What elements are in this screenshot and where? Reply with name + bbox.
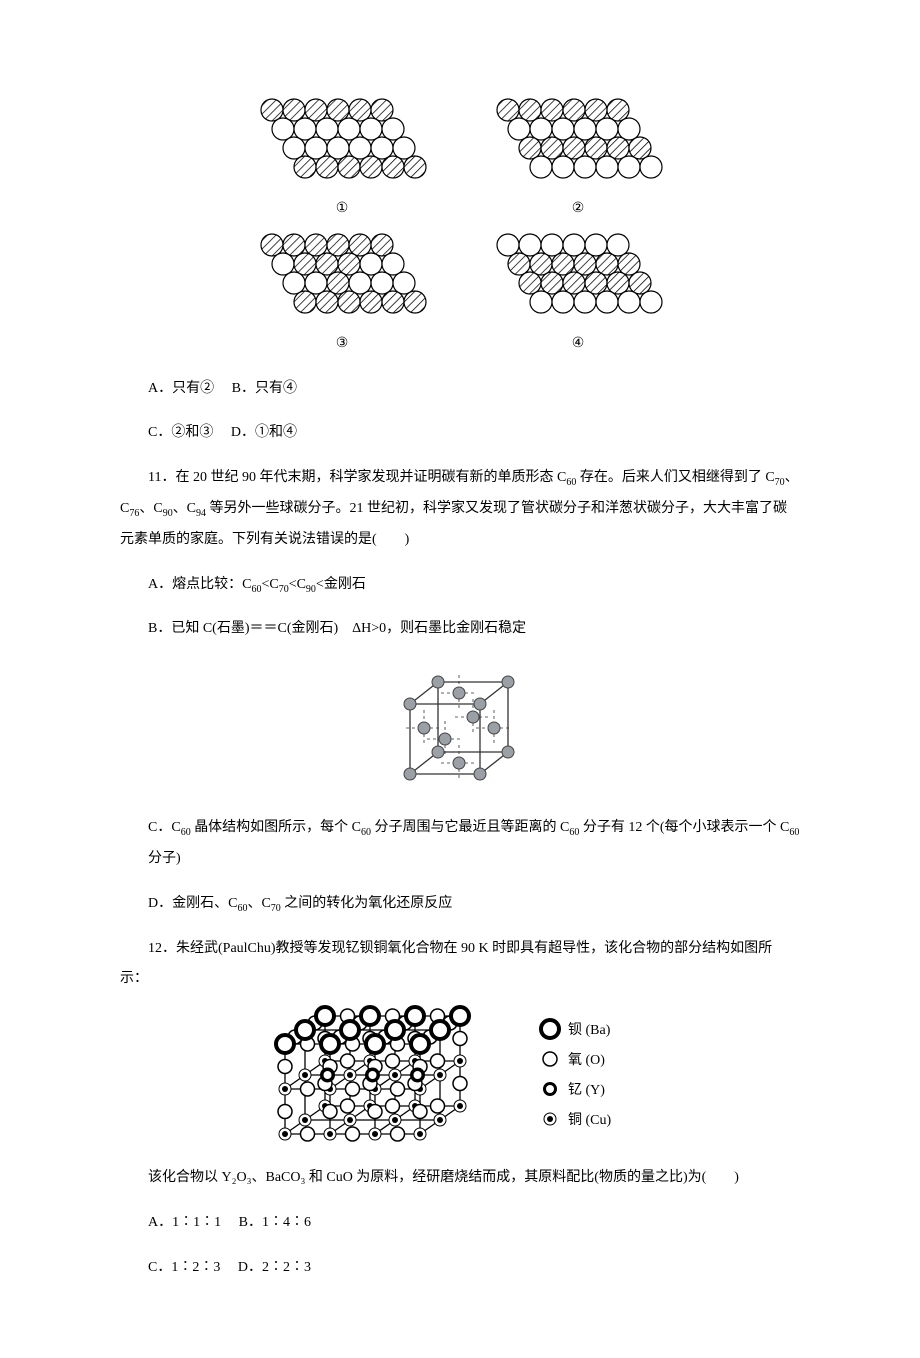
sub76: 76	[129, 508, 139, 519]
q11A1: A．熔点比较：C	[148, 577, 251, 592]
q10-fig-4: ④	[490, 231, 666, 360]
q10-fig-1: ①	[254, 96, 430, 225]
q11C4: 分子有 12 个(每个小球表示一个 C	[579, 820, 789, 835]
q11C1: C．C	[148, 820, 181, 835]
q11D2: 、C	[247, 896, 270, 911]
q10-opt-B: B．只有④	[232, 381, 297, 396]
q11-opt-C: C．C60 晶体结构如图所示，每个 C60 分子周围与它最近且等距离的 C60 …	[148, 813, 800, 875]
q10-opt-D: D．①和④	[231, 425, 297, 440]
s8: 60	[237, 903, 247, 914]
sub70a: 70	[775, 477, 785, 488]
q11D1: D．金刚石、C	[148, 896, 237, 911]
s7: 60	[789, 827, 799, 838]
q12-opt-C: C．1∶2∶3	[148, 1260, 220, 1275]
s2: 70	[279, 583, 289, 594]
q10-figure-block: ① ② ③ ④	[120, 96, 800, 360]
svg-text:钡 (Ba): 钡 (Ba)	[568, 1022, 611, 1038]
q10-opt-line1: A．只有② B．只有④	[148, 374, 800, 405]
s6: 60	[569, 827, 579, 838]
q12-opt-D: D．2∶2∶3	[238, 1260, 311, 1275]
q11-t5: 、C	[173, 501, 196, 516]
q12-opt-A: A．1∶1∶1	[148, 1215, 221, 1230]
q10-opt-line2: C．②和③ D．①和④	[148, 418, 800, 449]
q10-fig-3: ③	[254, 231, 430, 360]
q12-foot: 该化合物以 Y₂O₃、BaCO₃ 和 CuO 为原料，经研磨烧结而成，其原料配比…	[120, 1163, 800, 1194]
q11-t6: 等另外一些球碳分子。21 世纪初，科学家又发现了管状碳分子和洋葱状碳分子，大大丰…	[120, 501, 787, 547]
sub90a: 90	[163, 508, 173, 519]
q11A3: <C	[289, 577, 306, 592]
q11-t2: 存在。后来人们又相继得到了 C	[576, 470, 774, 485]
q10-fig-4-label: ④	[572, 329, 585, 360]
q12-opt-line2: C．1∶2∶3 D．2∶2∶3	[148, 1253, 800, 1284]
q11A2: <C	[261, 577, 278, 592]
q11A4: <金刚石	[316, 577, 366, 592]
q11C2: 晶体结构如图所示，每个 C	[191, 820, 361, 835]
q11-stem: 11．在 20 世纪 90 年代末期，科学家发现并证明碳有新的单质形态 C60 …	[120, 463, 800, 555]
s5: 60	[361, 827, 371, 838]
q12-stem: 12．朱经武(PaulChu)教授等发现钇钡铜氧化合物在 90 K 时即具有超导…	[120, 934, 800, 996]
q11-opt-B: B．已知 C(石墨)＝＝C(金刚石) ΔH>0，则石墨比金刚石稳定	[148, 614, 800, 645]
q10-fig-2-label: ②	[572, 194, 585, 225]
svg-text:铜 (Cu): 铜 (Cu)	[568, 1112, 611, 1128]
q12-figure-block: 钡 (Ba) 氧 (O) 钇 (Y) 铜 (Cu)	[120, 999, 800, 1159]
q10-fig-3-label: ③	[336, 329, 349, 360]
s9: 70	[271, 903, 281, 914]
q12-opt-B: B．1∶4∶6	[239, 1215, 311, 1230]
q10-opt-C: C．②和③	[148, 425, 213, 440]
q10-opt-A: A．只有②	[148, 381, 214, 396]
sub94: 94	[196, 508, 206, 519]
q11-opt-D: D．金刚石、C60、C70 之间的转化为氧化还原反应	[148, 889, 800, 920]
q11-t1: 11．在 20 世纪 90 年代末期，科学家发现并证明碳有新的单质形态 C	[148, 470, 566, 485]
q12-opt-line1: A．1∶1∶1 B．1∶4∶6	[148, 1208, 800, 1239]
svg-text:钇 (Y): 钇 (Y)	[568, 1082, 605, 1098]
q10-fig-1-label: ①	[336, 194, 349, 225]
s1: 60	[251, 583, 261, 594]
q11C3: 分子周围与它最近且等距离的 C	[371, 820, 569, 835]
s4: 60	[181, 827, 191, 838]
q11-cube-figure	[120, 659, 800, 799]
s3: 90	[306, 583, 316, 594]
sub60a: 60	[566, 477, 576, 488]
q11-opt-A: A．熔点比较：C60<C70<C90<金刚石	[148, 570, 800, 601]
svg-text:氧 (O): 氧 (O)	[568, 1052, 605, 1068]
q10-fig-2: ②	[490, 96, 666, 225]
q11-t4: 、C	[139, 501, 162, 516]
q11C5: 分子)	[148, 851, 181, 866]
q11D3: 之间的转化为氧化还原反应	[281, 896, 453, 911]
